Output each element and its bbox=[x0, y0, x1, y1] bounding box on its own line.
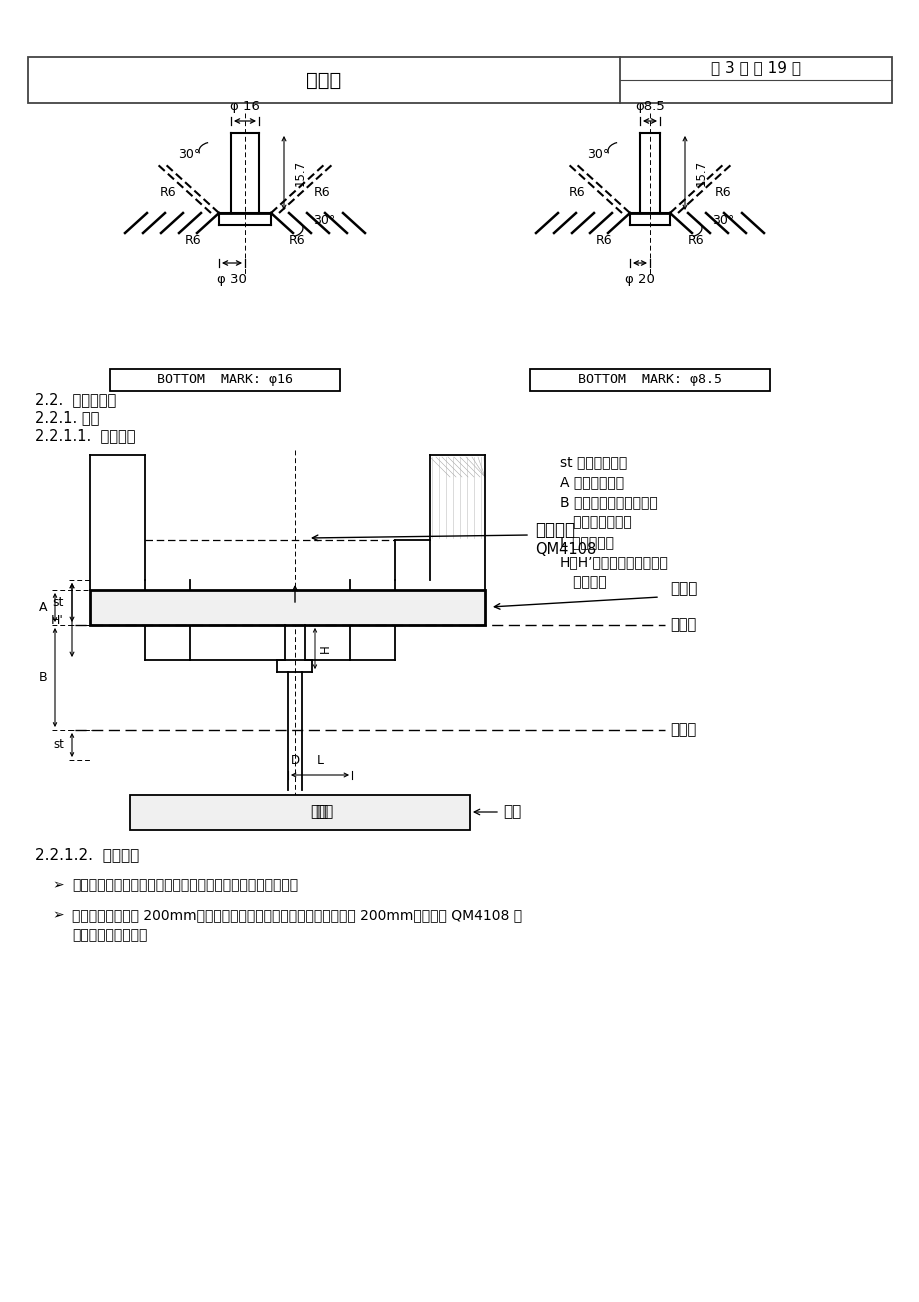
Text: 下死点: 下死点 bbox=[669, 723, 696, 737]
Text: φ 20: φ 20 bbox=[624, 273, 654, 286]
Text: R6: R6 bbox=[159, 186, 176, 199]
Text: A: A bbox=[39, 602, 47, 615]
Text: H': H' bbox=[51, 613, 64, 626]
Text: φ 16: φ 16 bbox=[230, 100, 260, 113]
Text: R6: R6 bbox=[313, 186, 330, 199]
Text: 拉延模: 拉延模 bbox=[306, 70, 341, 90]
Text: 构形式的托杆接杆。: 构形式的托杆接杆。 bbox=[72, 928, 147, 943]
Text: φ8.5: φ8.5 bbox=[634, 100, 664, 113]
Text: R6: R6 bbox=[714, 186, 731, 199]
Text: 托杆接杆长度小于 200mm，可与压边圈一体铸出；托杆接杆长度大于 200mm，应采用 QM4108 结: 托杆接杆长度小于 200mm，可与压边圈一体铸出；托杆接杆长度大于 200mm，… bbox=[72, 907, 522, 922]
Bar bbox=[110, 368, 340, 391]
Text: 气垫: 气垫 bbox=[503, 805, 521, 819]
Text: 气垫: 气垫 bbox=[310, 805, 328, 819]
Text: 15.7: 15.7 bbox=[694, 160, 708, 186]
Text: R6: R6 bbox=[687, 233, 704, 246]
Text: 工作台: 工作台 bbox=[669, 582, 697, 596]
Text: 2.2.1.1.  顶出行程: 2.2.1.1. 顶出行程 bbox=[35, 428, 135, 444]
Text: ➢: ➢ bbox=[52, 907, 63, 922]
Text: QM4108: QM4108 bbox=[535, 543, 596, 557]
Text: 第 3 页 共 19 页: 第 3 页 共 19 页 bbox=[710, 60, 800, 76]
Text: 托杆接杆: 托杆接杆 bbox=[535, 521, 574, 539]
Text: st: st bbox=[52, 596, 64, 609]
Text: L 为托杆长；: L 为托杆长； bbox=[560, 535, 613, 549]
Text: B: B bbox=[39, 671, 47, 684]
Text: 台距离。: 台距离。 bbox=[560, 575, 606, 589]
Text: 上死点: 上死点 bbox=[669, 617, 696, 633]
Text: 30°: 30° bbox=[312, 214, 335, 227]
Text: st 为顶出行程；: st 为顶出行程； bbox=[560, 454, 627, 469]
Text: 2.2.1. 托杆: 2.2.1. 托杆 bbox=[35, 410, 99, 426]
Text: st: st bbox=[53, 738, 64, 751]
Text: B 为气垫下死点到工作台: B 为气垫下死点到工作台 bbox=[560, 495, 657, 509]
Text: 30°: 30° bbox=[177, 148, 200, 161]
Text: 30°: 30° bbox=[711, 214, 733, 227]
Bar bbox=[130, 796, 470, 829]
Text: 托杆在气垫下死点时不应高出工作台面，否则需加托杆接杆。: 托杆在气垫下死点时不应高出工作台面，否则需加托杆接杆。 bbox=[72, 878, 298, 892]
Text: 2.2.1.2.  托杆接杆: 2.2.1.2. 托杆接杆 bbox=[35, 848, 139, 862]
Text: L: L bbox=[316, 754, 323, 767]
Text: R6: R6 bbox=[595, 233, 611, 246]
Text: ➢: ➢ bbox=[52, 878, 63, 892]
Text: H、H’为托杆承接面至工作: H、H’为托杆承接面至工作 bbox=[560, 555, 668, 569]
Text: BOTTOM  MARK: φ16: BOTTOM MARK: φ16 bbox=[157, 374, 292, 387]
Text: A 为工作台厚；: A 为工作台厚； bbox=[560, 475, 623, 490]
Text: D: D bbox=[290, 754, 300, 767]
Text: R6: R6 bbox=[184, 233, 200, 246]
Bar bbox=[529, 368, 769, 391]
Text: φ 30: φ 30 bbox=[217, 273, 246, 286]
Text: R6: R6 bbox=[568, 186, 584, 199]
Text: H: H bbox=[319, 644, 332, 652]
Text: BOTTOM  MARK: φ8.5: BOTTOM MARK: φ8.5 bbox=[577, 374, 721, 387]
Text: 气垫: 气垫 bbox=[314, 805, 333, 819]
Text: 2.2.  单动拉延模: 2.2. 单动拉延模 bbox=[35, 392, 116, 408]
Text: 15.7: 15.7 bbox=[294, 160, 307, 186]
Text: 30°: 30° bbox=[586, 148, 608, 161]
Bar bbox=[90, 590, 484, 625]
Bar bbox=[28, 57, 891, 103]
Text: 下平面的距离；: 下平面的距离； bbox=[560, 516, 631, 529]
Text: R6: R6 bbox=[289, 233, 305, 246]
